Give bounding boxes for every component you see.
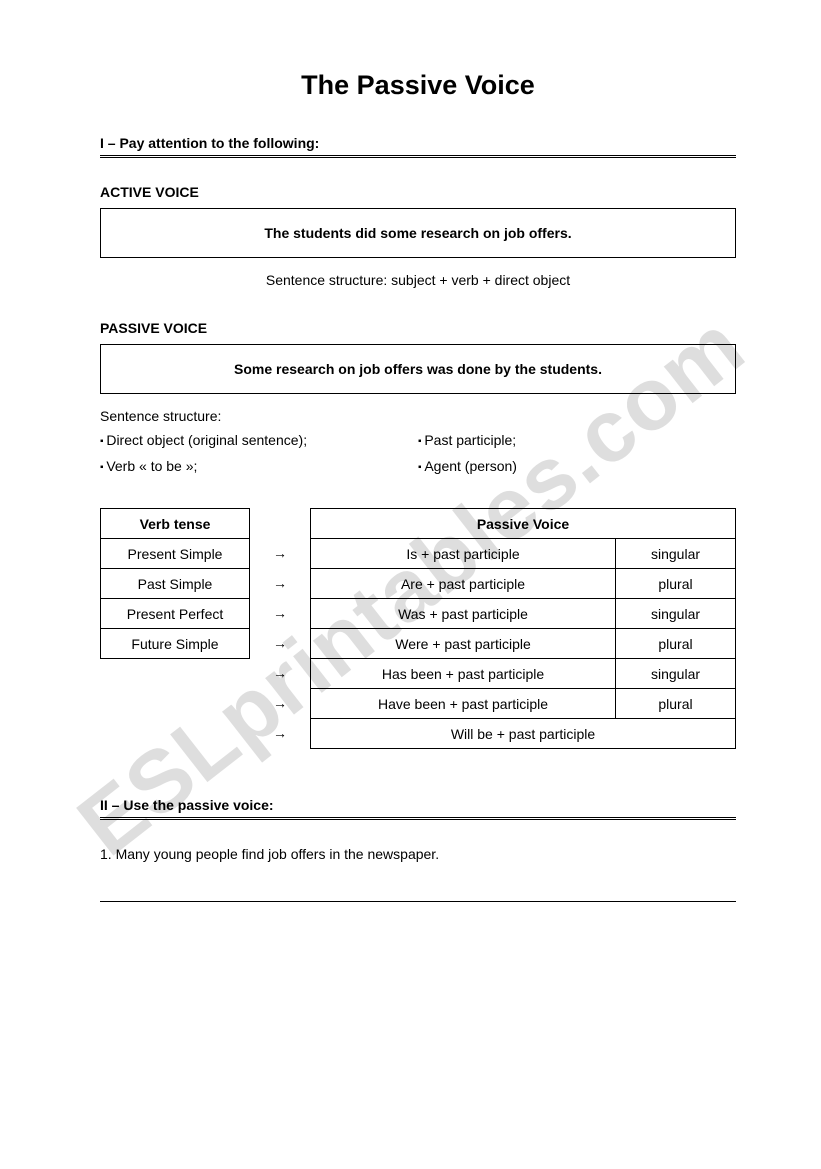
passive-num-4: singular xyxy=(616,659,736,689)
section-2-heading: II – Use the passive voice: xyxy=(100,797,736,820)
page-title: The Passive Voice xyxy=(100,70,736,101)
passive-num-2: singular xyxy=(616,599,736,629)
passive-form-5: Have been + past participle xyxy=(311,689,616,719)
passive-form-3: Were + past participle xyxy=(311,629,616,659)
passive-form-0: Is + past participle xyxy=(311,539,616,569)
passive-form-4: Has been + past participle xyxy=(311,659,616,689)
active-structure: Sentence structure: subject + verb + dir… xyxy=(100,272,736,288)
bullet-right-1: Agent (person) xyxy=(418,458,736,474)
bullet-left-0: Direct object (original sentence); xyxy=(100,432,418,448)
arrow-icon: → xyxy=(250,628,310,658)
passive-form-6: Will be + past participle xyxy=(311,719,736,749)
passive-num-0: singular xyxy=(616,539,736,569)
arrow-icon: → xyxy=(250,688,310,718)
tense-row-3: Future Simple xyxy=(101,629,250,659)
tense-tables: Verb tense Present Simple Past Simple Pr… xyxy=(100,508,736,749)
arrow-icon: → xyxy=(250,598,310,628)
bullet-right-0: Past participle; xyxy=(418,432,736,448)
arrow-icon: → xyxy=(250,538,310,568)
answer-blank-line xyxy=(100,880,736,902)
passive-structure-label: Sentence structure: xyxy=(100,408,736,424)
passive-num-3: plural xyxy=(616,629,736,659)
tense-row-0: Present Simple xyxy=(101,539,250,569)
passive-form-1: Are + past participle xyxy=(311,569,616,599)
tense-header: Verb tense xyxy=(101,509,250,539)
passive-structure-bullets: Direct object (original sentence); Verb … xyxy=(100,432,736,484)
passive-header: Passive Voice xyxy=(311,509,736,539)
passive-example-box: Some research on job offers was done by … xyxy=(100,344,736,394)
passive-voice-table: Passive Voice Is + past participlesingul… xyxy=(310,508,736,749)
bullet-left-1: Verb « to be »; xyxy=(100,458,418,474)
active-example-box: The students did some research on job of… xyxy=(100,208,736,258)
tense-row-2: Present Perfect xyxy=(101,599,250,629)
arrow-icon: → xyxy=(250,658,310,688)
passive-form-2: Was + past participle xyxy=(311,599,616,629)
arrow-icon: → xyxy=(250,718,310,748)
tense-row-1: Past Simple xyxy=(101,569,250,599)
arrow-column: → → → → → → → xyxy=(250,508,310,748)
passive-num-5: plural xyxy=(616,689,736,719)
verb-tense-table: Verb tense Present Simple Past Simple Pr… xyxy=(100,508,250,659)
passive-voice-label: PASSIVE VOICE xyxy=(100,320,736,336)
exercise-item-1: 1. Many young people find job offers in … xyxy=(100,846,736,862)
active-voice-label: ACTIVE VOICE xyxy=(100,184,736,200)
arrow-icon: → xyxy=(250,568,310,598)
section-1-heading: I – Pay attention to the following: xyxy=(100,135,736,158)
passive-num-1: plural xyxy=(616,569,736,599)
